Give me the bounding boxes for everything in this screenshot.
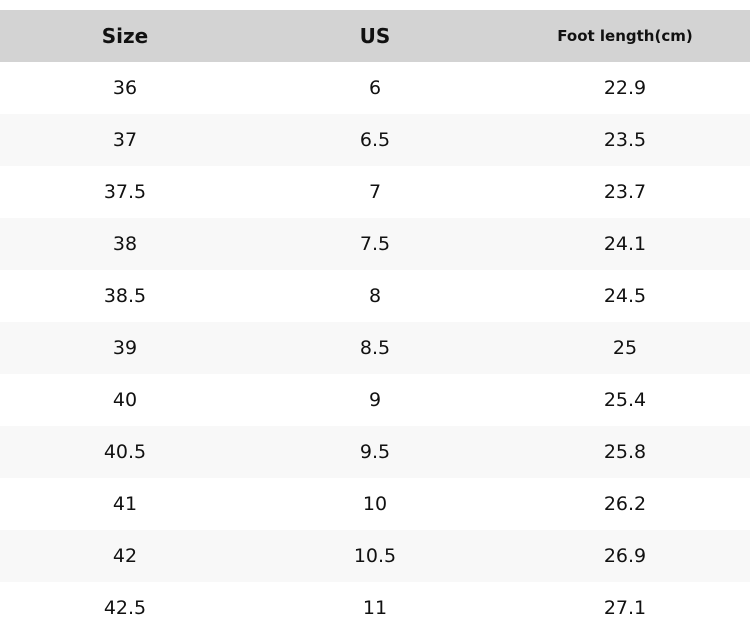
header-cell: US xyxy=(359,24,391,48)
table-cell: 26.9 xyxy=(603,545,647,567)
table-cell: 40 xyxy=(112,389,138,411)
table-cell: 23.5 xyxy=(603,129,647,151)
table-cell: 40.5 xyxy=(103,441,147,463)
table-cell: 25 xyxy=(612,337,638,359)
table-cell: 10.5 xyxy=(353,545,397,567)
table-row: 40.5 9.5 25.8 xyxy=(0,426,750,478)
table-cell: 42.5 xyxy=(103,597,147,619)
table-cell: 26.2 xyxy=(603,493,647,515)
table-cell: 22.9 xyxy=(603,77,647,99)
table-cell: 37 xyxy=(112,129,138,151)
table-cell: 25.8 xyxy=(603,441,647,463)
table-cell: 24.5 xyxy=(603,285,647,307)
table-cell: 38 xyxy=(112,233,138,255)
table-cell: 23.7 xyxy=(603,181,647,203)
table-row: 42 10.5 26.9 xyxy=(0,530,750,582)
header-cell: Size xyxy=(101,24,149,48)
header-cell: Foot length(cm) xyxy=(557,27,693,45)
table-cell: 37.5 xyxy=(103,181,147,203)
header-row: Size US Foot length(cm) xyxy=(0,10,750,62)
table-row: 38.5 8 24.5 xyxy=(0,270,750,322)
table-cell: 9.5 xyxy=(359,441,391,463)
table-cell: 41 xyxy=(112,493,138,515)
table-cell: 6 xyxy=(368,77,382,99)
size-table: Size US Foot length(cm) 36 6 22.9 37 6.5 23.5 37.… xyxy=(0,10,750,634)
table-row: 42.5 11 27.1 xyxy=(0,582,750,634)
table-row: 38 7.5 24.1 xyxy=(0,218,750,270)
table-cell: 6.5 xyxy=(359,129,391,151)
table-cell: 7 xyxy=(368,181,382,203)
table-row: 37.5 7 23.7 xyxy=(0,166,750,218)
table-cell: 10 xyxy=(362,493,388,515)
table-row: 39 8.5 25 xyxy=(0,322,750,374)
table-cell: 42 xyxy=(112,545,138,567)
table-cell: 27.1 xyxy=(603,597,647,619)
table-row: 36 6 22.9 xyxy=(0,62,750,114)
table-row: 37 6.5 23.5 xyxy=(0,114,750,166)
table-row: 40 9 25.4 xyxy=(0,374,750,426)
table-cell: 11 xyxy=(362,597,388,619)
table-cell: 8 xyxy=(368,285,382,307)
table-cell: 24.1 xyxy=(603,233,647,255)
table-cell: 38.5 xyxy=(103,285,147,307)
table-cell: 25.4 xyxy=(603,389,647,411)
table-row: 41 10 26.2 xyxy=(0,478,750,530)
table-cell: 8.5 xyxy=(359,337,391,359)
table-cell: 36 xyxy=(112,77,138,99)
table-cell: 39 xyxy=(112,337,138,359)
table-cell: 7.5 xyxy=(359,233,391,255)
table-cell: 9 xyxy=(368,389,382,411)
